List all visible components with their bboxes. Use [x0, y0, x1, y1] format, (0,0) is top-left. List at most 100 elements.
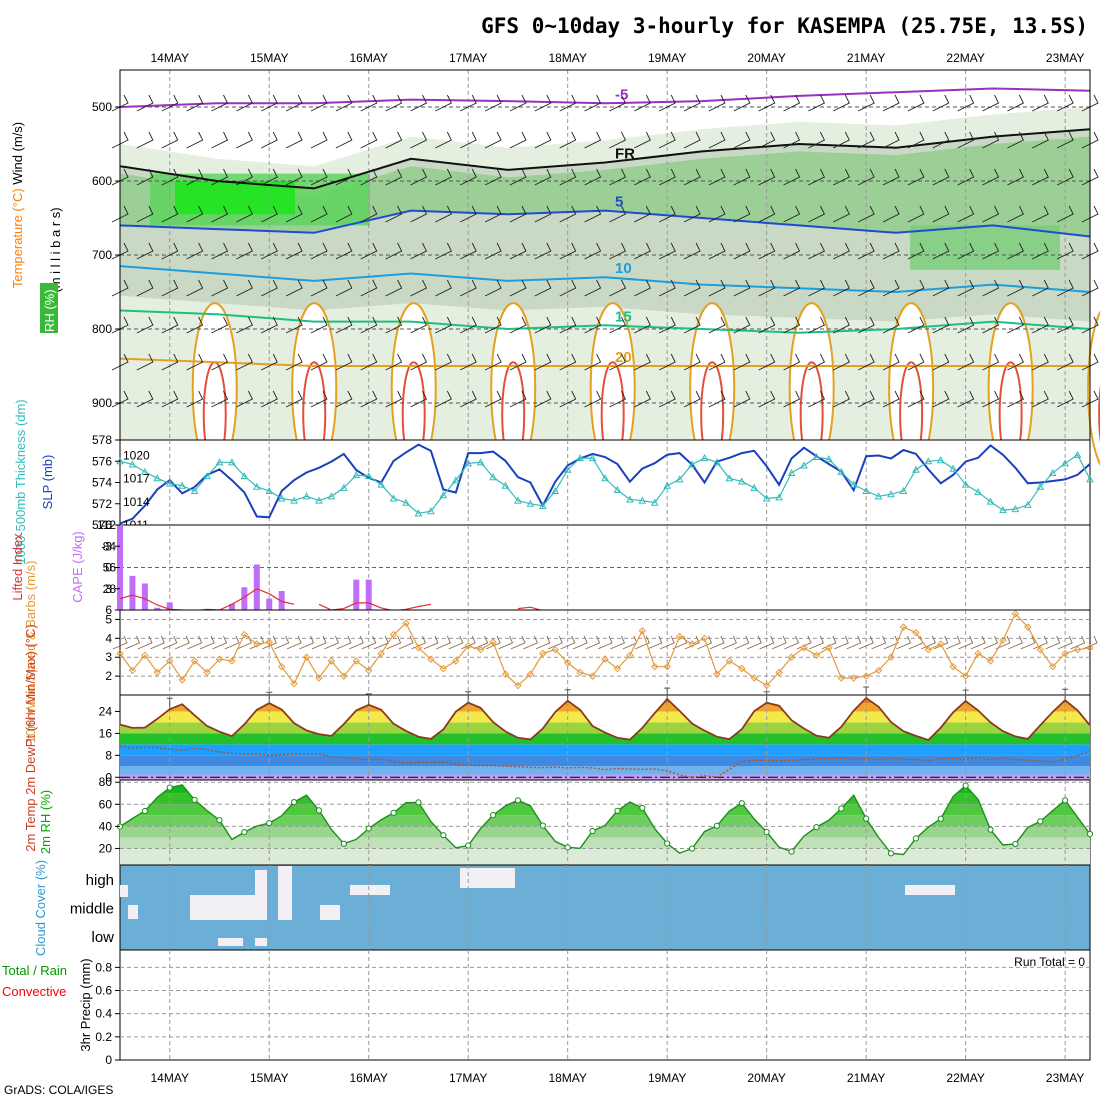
- rh-point: [1062, 797, 1069, 804]
- rh-point: [241, 829, 248, 836]
- wind-barb: [285, 168, 303, 186]
- isotherm-line: [119, 87, 1091, 108]
- precip-axis-label: 3hr Precip (mm): [78, 958, 93, 1051]
- wind10-barb: [112, 635, 128, 650]
- tick-label: -6: [101, 518, 112, 532]
- wind-barb: [932, 242, 950, 260]
- pressure-axis: 500 600 700 800 900: [92, 100, 120, 410]
- wind-barb: [385, 131, 403, 149]
- wind-barb: [833, 131, 850, 149]
- wind10-barb: [560, 635, 576, 650]
- wind-barb: [833, 242, 850, 260]
- date-label-top: 14MAY: [151, 51, 189, 65]
- wind-barb: [335, 316, 353, 334]
- wind-barb: [882, 353, 900, 371]
- wind-barb: [808, 168, 826, 186]
- wind-barb: [758, 94, 776, 112]
- wind-barb: [957, 168, 975, 186]
- li-label: Lifted Index: [10, 533, 25, 601]
- wind10-point: [476, 645, 485, 654]
- wind-barb: [385, 242, 403, 260]
- wind-barb: [833, 94, 850, 112]
- cloud-box: [255, 938, 267, 946]
- wind-barb: [634, 131, 651, 149]
- wind-barb: [609, 94, 627, 112]
- wind-barb: [360, 168, 378, 186]
- wind-barb: [534, 168, 552, 186]
- thickness-point: [489, 473, 497, 481]
- wind-barb: [683, 353, 701, 371]
- wind-barb: [758, 316, 776, 334]
- wind-barb: [609, 279, 627, 297]
- wind10-barb: [498, 635, 514, 650]
- thickness-point: [800, 461, 808, 469]
- wind10-point: [999, 636, 1007, 644]
- wind-barb: [136, 131, 154, 149]
- tick-label: 700: [92, 248, 112, 262]
- wind-barb: [186, 205, 204, 223]
- wind-barb: [783, 168, 801, 186]
- tick-label: 570: [92, 518, 112, 532]
- rh-point: [191, 796, 198, 803]
- thickness-point: [961, 480, 970, 488]
- date-label-bottom: 21MAY: [847, 1071, 885, 1085]
- wind10-point: [1036, 645, 1044, 654]
- tick-label: 0.8: [95, 960, 112, 974]
- thickness-point: [290, 496, 298, 504]
- wind-barb: [733, 316, 751, 334]
- wind-barb: [1056, 94, 1074, 112]
- wind-barb: [733, 353, 751, 371]
- wind-barb: [957, 316, 975, 334]
- wind-barb: [708, 279, 726, 297]
- rh-point: [863, 815, 870, 822]
- wind-barb: [932, 279, 950, 297]
- wind-barb: [609, 131, 627, 149]
- tick-label: 0.4: [95, 1007, 112, 1021]
- wind-barb: [584, 205, 602, 223]
- wind-barb: [982, 279, 1000, 297]
- tick-label: 24: [99, 704, 113, 718]
- thickness-point: [700, 454, 709, 462]
- wind-barb: [559, 316, 577, 334]
- wind-barb: [584, 242, 602, 260]
- thickness-point: [439, 491, 448, 499]
- wind-barb: [658, 205, 676, 223]
- wind10-point: [1086, 644, 1094, 652]
- wind-barb: [808, 94, 826, 112]
- wind-barb: [857, 279, 875, 297]
- wind-barb: [982, 168, 1000, 186]
- tick-label: 800: [92, 322, 112, 336]
- wind-barb: [460, 131, 477, 149]
- wind10-point: [949, 662, 957, 671]
- thickness-point: [1073, 450, 1082, 458]
- wind-barb: [1007, 390, 1024, 408]
- rh-point: [340, 840, 347, 847]
- wind10-barb: [1033, 635, 1048, 650]
- wind10-barb: [709, 635, 725, 650]
- wind10-point: [240, 630, 249, 639]
- rh-point: [539, 822, 546, 829]
- wind-barb: [1007, 242, 1024, 260]
- wind-barb: [559, 168, 577, 186]
- cloud-box: [278, 866, 292, 920]
- thickness-point: [613, 485, 622, 493]
- wind-barb: [410, 131, 428, 149]
- thickness-point: [762, 494, 771, 502]
- wind10-barb: [697, 635, 713, 650]
- max-min-bar: [564, 689, 571, 701]
- thickness-point: [315, 496, 323, 504]
- wind-barb: [708, 168, 726, 186]
- cloud-level-label: high: [86, 872, 114, 889]
- rh-point: [390, 809, 397, 816]
- wind10-point: [713, 670, 721, 678]
- cape-tick-label: 84: [103, 539, 117, 553]
- wind-barb: [360, 131, 378, 149]
- wind-barb: [136, 168, 154, 186]
- rh-band: [120, 826, 1090, 838]
- thickness-point: [837, 467, 846, 475]
- wind-barb: [584, 353, 602, 371]
- wind10-barb: [734, 635, 750, 650]
- wind10-point: [427, 655, 435, 663]
- wind-barb: [783, 316, 801, 334]
- wind-barb: [211, 390, 229, 408]
